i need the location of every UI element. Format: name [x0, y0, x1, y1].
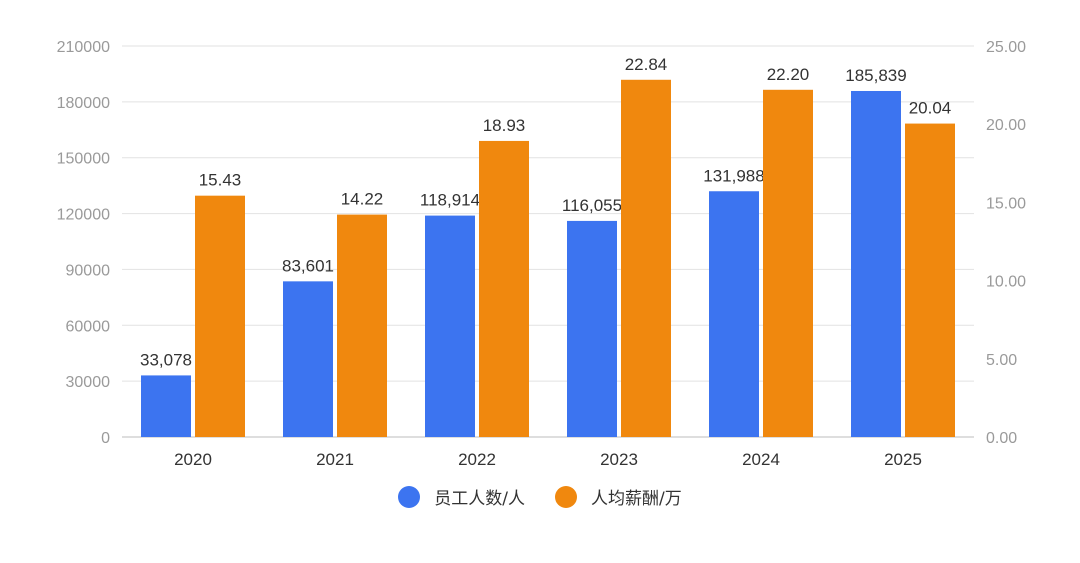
x-axis-category-label: 2024	[742, 450, 780, 469]
bar-salary	[905, 123, 955, 437]
x-axis-category-label: 2021	[316, 450, 354, 469]
data-label-employees: 131,988	[703, 166, 764, 185]
bar-employees	[141, 375, 191, 437]
bar-employees	[709, 191, 759, 437]
x-axis-category-label: 2023	[600, 450, 638, 469]
data-label-employees: 33,078	[140, 350, 192, 369]
left-axis-tick-label: 60000	[66, 318, 111, 335]
legend-swatch-employees	[398, 485, 421, 508]
legend-item-employees[interactable]: 员工人数/人	[398, 484, 525, 509]
legend-swatch-salary	[555, 485, 577, 508]
right-axis-tick-label: 20.00	[986, 117, 1026, 134]
left-axis-tick-label: 150000	[57, 151, 110, 168]
x-axis-category-label: 2025	[884, 450, 922, 469]
right-axis-tick-label: 0.00	[986, 430, 1017, 447]
left-axis-tick-label: 0	[101, 430, 110, 447]
left-axis-tick-label: 90000	[66, 262, 111, 279]
right-axis-tick-label: 5.00	[986, 352, 1017, 369]
bar-employees	[425, 215, 475, 437]
left-axis-tick-label: 120000	[57, 207, 110, 224]
left-axis-tick-label: 210000	[57, 39, 110, 56]
bar-salary	[621, 79, 671, 437]
data-label-salary: 22.20	[767, 65, 810, 84]
legend-label-salary: 人均薪酬/万	[591, 489, 682, 509]
data-label-salary: 15.43	[199, 171, 242, 190]
data-label-salary: 14.22	[341, 190, 384, 209]
right-axis-tick-label: 10.00	[986, 274, 1026, 291]
data-label-employees: 185,839	[845, 66, 906, 85]
data-label-salary: 20.04	[909, 99, 952, 118]
bar-salary	[763, 89, 813, 438]
data-label-salary: 22.84	[625, 55, 668, 74]
data-label-employees: 116,055	[562, 196, 622, 215]
data-label-salary: 18.93	[483, 116, 526, 135]
bar-employees	[567, 220, 617, 437]
bar-salary	[337, 214, 387, 437]
data-label-employees: 118,914	[420, 191, 480, 210]
right-axis-tick-label: 15.00	[986, 195, 1026, 212]
data-label-employees: 83,601	[282, 256, 334, 275]
right-axis-tick-label: 25.00	[986, 39, 1026, 56]
left-axis-tick-label: 180000	[57, 95, 110, 112]
legend-item-salary[interactable]: 人均薪酬/万	[555, 484, 682, 509]
chart-svg: 0 30000 60000 90000 120000 150000 180000 210000…	[57, 39, 1027, 469]
legend-label-employees: 员工人数/人	[434, 489, 525, 509]
bar-salary	[195, 195, 245, 437]
x-axis-category-label: 2022	[458, 450, 496, 469]
legend: 员工人数/人 人均薪酬/万	[0, 484, 1080, 509]
bar-employees	[283, 281, 333, 437]
bar-salary	[479, 140, 529, 437]
left-axis-tick-label: 30000	[66, 374, 111, 391]
x-axis-category-label: 2020	[174, 450, 212, 469]
bar-employees	[851, 90, 901, 438]
